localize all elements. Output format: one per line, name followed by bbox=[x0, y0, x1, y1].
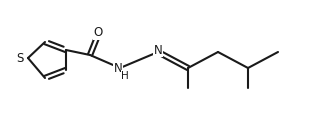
Text: H: H bbox=[121, 71, 129, 81]
Text: N: N bbox=[114, 61, 122, 75]
Text: N: N bbox=[154, 44, 162, 56]
Text: O: O bbox=[93, 26, 103, 40]
Text: S: S bbox=[16, 51, 24, 65]
